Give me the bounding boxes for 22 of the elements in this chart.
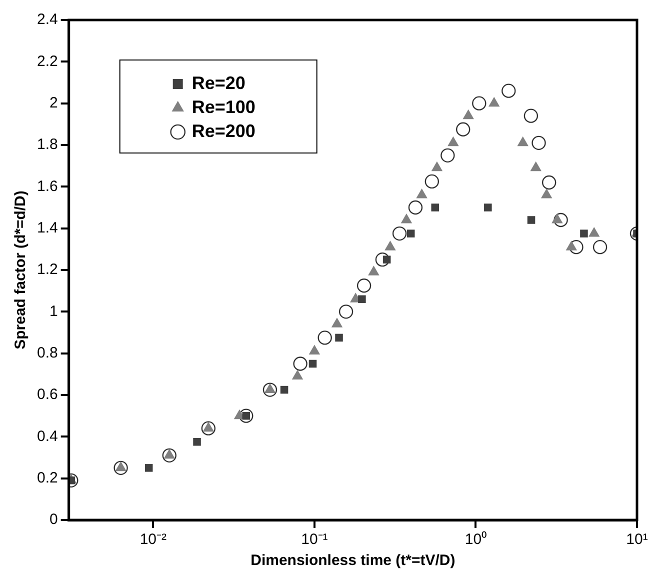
- y-tick-label: 1.2: [36, 261, 58, 278]
- y-tick-label: 1.4: [36, 219, 58, 236]
- x-tick-label: 10⁻¹: [301, 531, 328, 548]
- x-axis-title: Dimensionless time (t*=tV/D): [250, 552, 456, 570]
- y-tick-label: 0.2: [36, 469, 58, 486]
- y-tick-label: 0.8: [36, 344, 58, 362]
- legend-label: Re=100: [192, 96, 256, 117]
- x-tick-label: 10⁻²: [140, 531, 167, 548]
- y-tick-label: 1: [50, 302, 58, 320]
- y-axis-title: Spread factor (d*=d/D): [12, 190, 30, 350]
- y-tick-label: 2: [50, 94, 58, 112]
- y-tick-label: 2.4: [36, 11, 58, 28]
- x-tick-label: 10⁰: [464, 531, 487, 548]
- legend-label: Re=20: [192, 72, 246, 93]
- x-tick-label: 10¹: [626, 531, 648, 548]
- legend-label: Re=200: [192, 120, 256, 141]
- y-tick-label: 0.6: [36, 386, 58, 404]
- y-tick-label: 0.4: [36, 428, 58, 445]
- y-tick-label: 2.2: [36, 52, 58, 70]
- y-tick-label: 0: [50, 511, 58, 528]
- y-tick-label: 1.8: [36, 136, 58, 154]
- y-tick-label: 1.6: [36, 178, 58, 195]
